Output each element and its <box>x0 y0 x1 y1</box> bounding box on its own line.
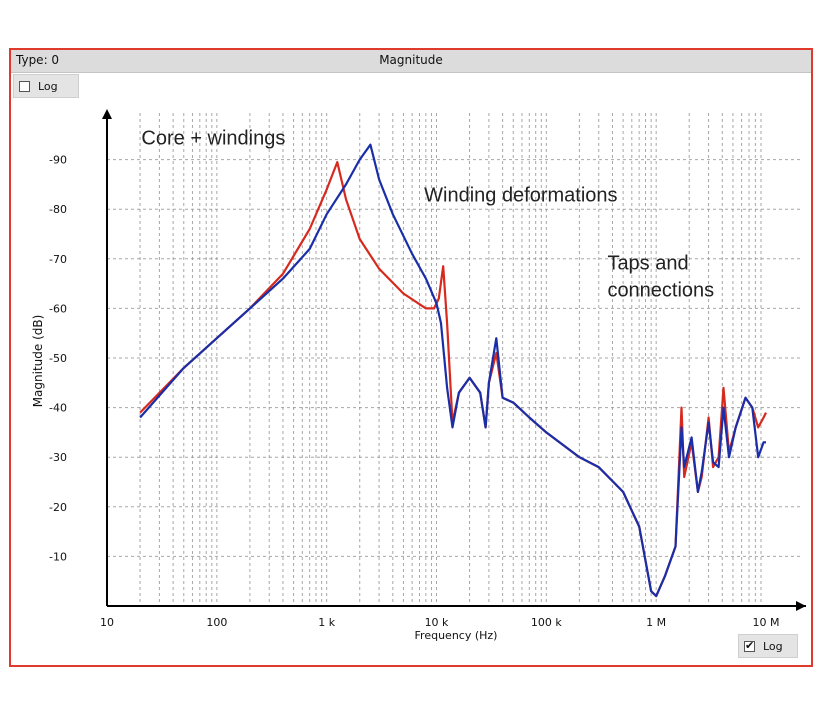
y-tick-label: -60 <box>49 302 67 315</box>
x-log-label: Log <box>763 639 783 653</box>
y-tick-label: -10 <box>49 550 67 563</box>
type-label: Type: 0 <box>16 53 60 67</box>
x-tick-label: 10 k <box>425 616 449 629</box>
x-log-checkbox[interactable] <box>744 639 755 652</box>
x-tick-label: 1 k <box>318 616 335 629</box>
y-axis-label: Magnitude (dB) <box>31 315 45 408</box>
y-tick-label: -20 <box>49 501 67 514</box>
series-line-0 <box>139 161 767 598</box>
annotation-label-1: Winding deformations <box>424 184 617 206</box>
annotation-label-0: Core + windings <box>141 127 285 149</box>
y-tick-label: -80 <box>49 203 67 216</box>
y-log-label: Log <box>38 79 58 93</box>
x-tick-label: 10 <box>100 616 114 629</box>
annotation-label-2: connections <box>607 280 714 302</box>
y-log-checkbox[interactable] <box>19 80 30 92</box>
title-bar: Type: 0 Magnitude <box>11 50 811 73</box>
window-title: Magnitude <box>379 53 443 67</box>
x-tick-label: 10 M <box>753 616 780 629</box>
x-tick-label: 1 M <box>646 616 666 629</box>
annotation-label-2: Taps and <box>607 253 688 275</box>
y-tick-label: -50 <box>49 352 67 365</box>
y-axis-arrow <box>102 109 112 119</box>
y-tick-label: -40 <box>49 402 67 415</box>
y-tick-label: -30 <box>49 451 67 464</box>
y-log-toggle[interactable]: Log <box>13 74 79 98</box>
y-tick-label: -70 <box>49 253 67 266</box>
x-tick-label: 100 k <box>531 616 562 629</box>
x-tick-label: 100 <box>206 616 227 629</box>
x-log-toggle[interactable]: Log <box>738 634 798 658</box>
y-tick-label: -90 <box>49 154 67 167</box>
x-axis-arrow <box>796 601 806 611</box>
series-line-1 <box>139 143 766 598</box>
x-axis-label: Frequency (Hz) <box>415 629 498 642</box>
